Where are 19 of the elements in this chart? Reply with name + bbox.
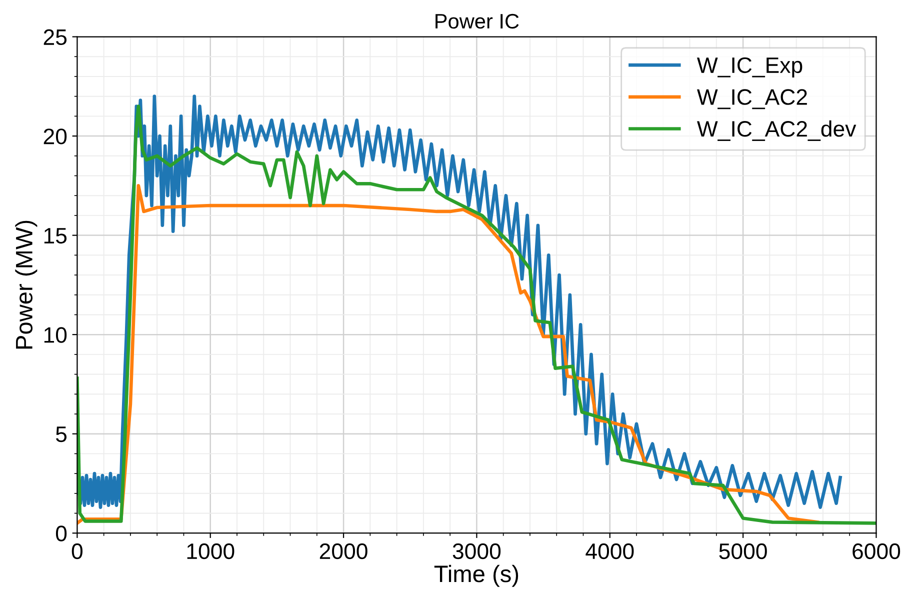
legend-label: W_IC_Exp (696, 57, 802, 78)
x-tick-label: 6000 (852, 543, 900, 560)
y-tick-label: 20 (44, 128, 67, 144)
x-axis-title: Time (s) (434, 564, 518, 587)
y-tick-label: 5 (56, 426, 67, 442)
y-tick-label: 15 (44, 228, 67, 244)
x-tick-label: 4000 (586, 543, 634, 560)
x-tick-label: 1000 (187, 543, 234, 560)
legend-label: W_IC_AC2 (696, 89, 807, 110)
y-tick-label: 10 (44, 327, 67, 343)
x-tick-label: 3000 (452, 543, 501, 560)
y-tick-label: 25 (44, 29, 67, 46)
legend-label: W_IC_AC2_dev (696, 120, 856, 141)
x-tick-label: 5000 (719, 543, 767, 560)
x-tick-label: 2000 (320, 543, 368, 560)
y-axis-title: Power (MW) (15, 220, 38, 349)
chart-title: Power IC (436, 14, 519, 29)
y-tick-label: 0 (56, 526, 67, 542)
x-tick-label: 0 (72, 543, 82, 560)
